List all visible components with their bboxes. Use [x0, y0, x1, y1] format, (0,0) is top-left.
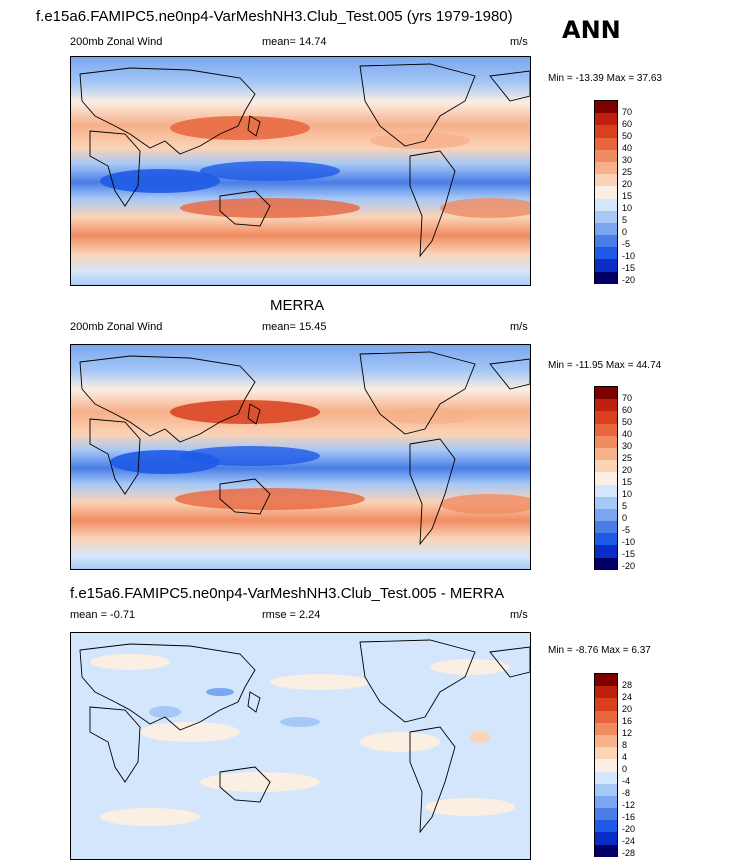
- panel-1-map: [70, 56, 531, 286]
- panel-1-level: 60: [622, 119, 633, 129]
- panel-2-level: 5: [622, 501, 628, 511]
- panel-1-level: 70: [622, 107, 633, 117]
- panel-2-minmax: Min = -11.95 Max = 44.74: [548, 360, 662, 371]
- panel-2-level: 20: [622, 465, 633, 475]
- panel-3-level: -8: [622, 788, 631, 798]
- panel-2-level: 10: [622, 489, 633, 499]
- panel-2-level: 0: [622, 513, 628, 523]
- panel-2-level: -5: [622, 525, 631, 535]
- panel-1-level: 20: [622, 179, 633, 189]
- panel-3-minmax: Min = -8.76 Max = 6.37: [548, 645, 651, 656]
- panel-2-units: m/s: [510, 321, 528, 333]
- panel-3-level: -28: [622, 848, 636, 858]
- panel-2-level: -15: [622, 549, 636, 559]
- panel-3-title: f.e15a6.FAMIPC5.ne0np4-VarMeshNH3.Club_T…: [70, 585, 505, 602]
- panel-1-variable-label: 200mb Zonal Wind: [70, 36, 163, 48]
- panel-2-level: 50: [622, 417, 633, 427]
- panel-3-units: m/s: [510, 609, 528, 621]
- panel-1-easterly-core: [100, 169, 220, 193]
- panel-2-level: -20: [622, 561, 636, 571]
- season-label: ANN: [562, 16, 621, 44]
- panel-2-level: 15: [622, 477, 633, 487]
- panel-1-colorbar: [594, 100, 618, 284]
- panel-1-level: -20: [622, 275, 636, 285]
- panel-1-mean: mean= 14.74: [262, 36, 327, 48]
- panel-3-level: 4: [622, 752, 628, 762]
- panel-3-rmse: rmse = 2.24: [262, 609, 321, 621]
- panel-3-level: 0: [622, 764, 628, 774]
- panel-1-title: f.e15a6.FAMIPC5.ne0np4-VarMeshNH3.Club_T…: [36, 8, 513, 25]
- panel-1-level: -10: [622, 251, 636, 261]
- panel-3-level: -24: [622, 836, 636, 846]
- panel-1-level: 10: [622, 203, 633, 213]
- panel-3-level: 20: [622, 704, 633, 714]
- panel-2-level: -10: [622, 537, 636, 547]
- panel-1-level: 5: [622, 215, 628, 225]
- panel-3-level: 12: [622, 728, 633, 738]
- panel-2-level: 25: [622, 453, 633, 463]
- panel-3-level: -12: [622, 800, 636, 810]
- panel-1-level: 15: [622, 191, 633, 201]
- panel-2-level: 30: [622, 441, 633, 451]
- panel-3-level: -20: [622, 824, 636, 834]
- panel-1-units: m/s: [510, 36, 528, 48]
- panel-2-variable-label: 200mb Zonal Wind: [70, 321, 163, 333]
- panel-3-level: 24: [622, 692, 633, 702]
- panel-1-level: -15: [622, 263, 636, 273]
- panel-1-jet-core: [170, 116, 310, 140]
- panel-3-level: -16: [622, 812, 636, 822]
- panel-2-level: 60: [622, 405, 633, 415]
- panel-3-map: [70, 632, 531, 860]
- panel-2-colorbar: [594, 386, 618, 570]
- panel-2-map: [70, 344, 531, 570]
- panel-2-level: 70: [622, 393, 633, 403]
- panel-3-level: 8: [622, 740, 628, 750]
- panel-2-jet-core: [170, 400, 320, 424]
- panel-1-level: -5: [622, 239, 631, 249]
- panel-3-colorbar: [594, 673, 618, 857]
- panel-2-level: 40: [622, 429, 633, 439]
- panel-3-level: 16: [622, 716, 633, 726]
- panel-2-mean: mean= 15.45: [262, 321, 327, 333]
- panel-1-level: 25: [622, 167, 633, 177]
- panel-2-title: MERRA: [270, 297, 325, 314]
- panel-3-level: -4: [622, 776, 631, 786]
- panel-1-minmax: Min = -13.39 Max = 37.63: [548, 73, 662, 84]
- panel-1-level: 0: [622, 227, 628, 237]
- panel-1-level: 30: [622, 155, 633, 165]
- panel-3-level: 28: [622, 680, 633, 690]
- panel-3-mean: mean = -0.71: [70, 609, 136, 621]
- panel-1-level: 40: [622, 143, 633, 153]
- panel-1-level: 50: [622, 131, 633, 141]
